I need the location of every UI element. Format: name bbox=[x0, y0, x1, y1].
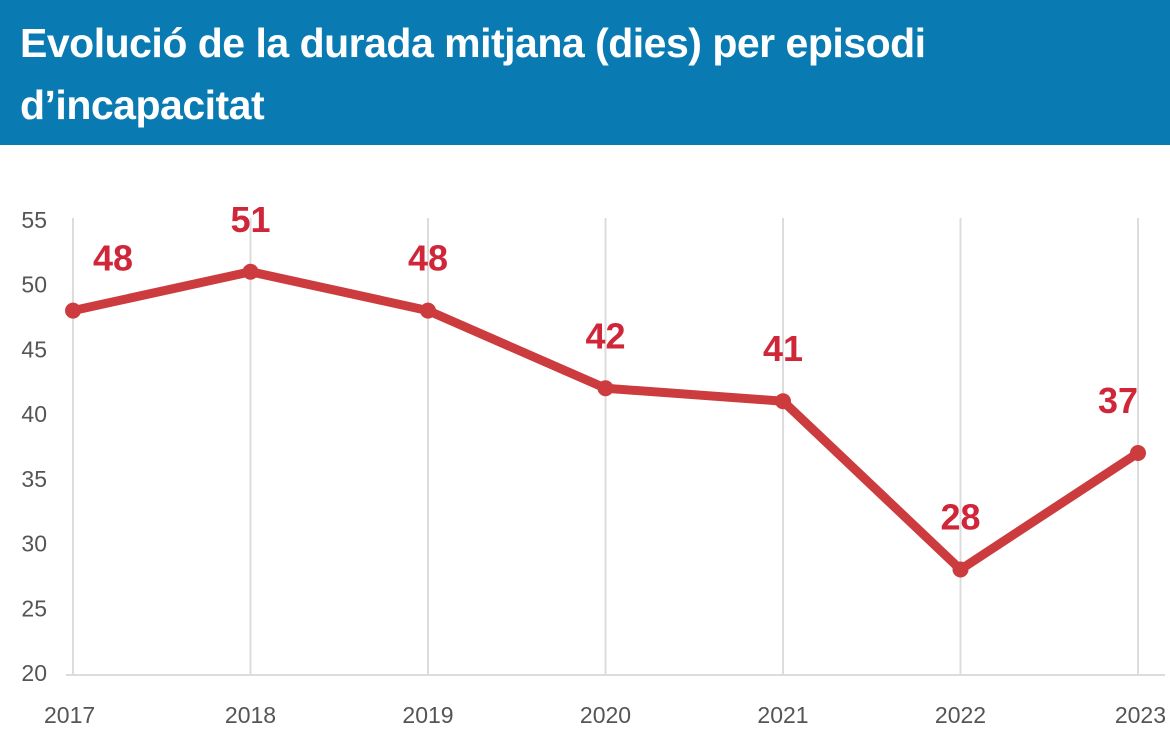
data-label-2022: 28 bbox=[940, 496, 980, 537]
x-tick-label-2020: 2020 bbox=[580, 702, 631, 728]
x-tick-label-2017: 2017 bbox=[44, 702, 95, 728]
x-tick-label-2023: 2023 bbox=[1115, 702, 1166, 728]
data-point-2020 bbox=[597, 380, 614, 397]
data-point-2021 bbox=[775, 393, 791, 410]
data-label-2018: 51 bbox=[230, 199, 270, 240]
data-label-2023: 37 bbox=[1098, 380, 1138, 421]
data-label-2017: 48 bbox=[93, 238, 133, 279]
data-label-2019: 48 bbox=[408, 238, 448, 279]
x-tick-label-2022: 2022 bbox=[935, 702, 986, 728]
data-point-2017 bbox=[65, 302, 81, 319]
y-tick-label-35: 35 bbox=[21, 466, 47, 492]
y-tick-label-20: 20 bbox=[21, 660, 47, 686]
y-tick-label-25: 25 bbox=[21, 595, 47, 621]
y-tick-label-30: 30 bbox=[21, 531, 47, 557]
data-label-2020: 42 bbox=[585, 315, 625, 356]
chart-title-line-2: laboral a la regió sanitària de l’Ebre, … bbox=[20, 144, 914, 190]
data-point-2019 bbox=[420, 302, 436, 319]
chart-title: Evolució de la durada mitjana (dies) per… bbox=[20, 12, 1146, 198]
chart-title-line-1: Evolució de la durada mitjana (dies) per… bbox=[20, 20, 926, 128]
x-tick-label-2019: 2019 bbox=[402, 702, 453, 728]
data-point-2018 bbox=[242, 263, 259, 280]
data-point-2023 bbox=[1130, 444, 1146, 461]
x-tick-label-2018: 2018 bbox=[225, 702, 276, 728]
line-chart: 20 25 30 35 40 45 50 55 2017 2018 2019 2020 2021 2022… bbox=[21, 199, 1166, 728]
x-tick-label-2021: 2021 bbox=[757, 702, 808, 728]
y-tick-label-50: 50 bbox=[21, 272, 47, 298]
y-tick-label-45: 45 bbox=[21, 336, 47, 362]
y-tick-label-40: 40 bbox=[21, 401, 47, 427]
y-tick-label-55: 55 bbox=[21, 207, 47, 233]
data-point-2022 bbox=[952, 561, 969, 578]
chart-header: Evolució de la durada mitjana (dies) per… bbox=[0, 0, 1170, 190]
data-label-2021: 41 bbox=[763, 328, 803, 369]
